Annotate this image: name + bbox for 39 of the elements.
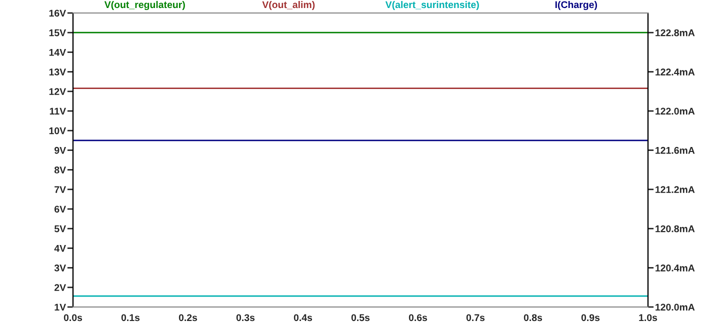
x-tick-label: 0.1s bbox=[121, 314, 140, 322]
x-tick-label: 0.0s bbox=[64, 314, 82, 322]
y-tick-label: 6V bbox=[54, 206, 66, 213]
x-tick-label: 0.7s bbox=[466, 314, 485, 322]
y-tick-label: 3V bbox=[54, 264, 66, 272]
y-tick-label: 5V bbox=[54, 225, 66, 232]
y2-tick-label: 120.8mA bbox=[656, 225, 695, 232]
y-tick-label: 10V bbox=[49, 127, 66, 134]
y-tick-label: 11V bbox=[50, 108, 66, 115]
text: V(out_alim) bbox=[262, 0, 315, 10]
x-tick-label: 0.9s bbox=[581, 314, 600, 322]
x-tick-label: 0.2s bbox=[178, 314, 198, 322]
y2-tick-label: 122.8mA bbox=[656, 29, 695, 36]
text: V(out_regulateur) bbox=[104, 0, 185, 10]
y-tick-label: 7V bbox=[54, 186, 66, 193]
y-tick-label: 16V bbox=[49, 10, 66, 17]
y-tick-label: 12V bbox=[49, 88, 66, 95]
y-tick-label: 2V bbox=[54, 284, 66, 291]
y-tick-label: 14V bbox=[49, 49, 66, 56]
x-tick-label: 0.6s bbox=[408, 314, 428, 322]
y-tick-label: 8V bbox=[54, 166, 66, 174]
y2-tick-label: 122.0mA bbox=[656, 108, 695, 115]
y-tick-label: 1V bbox=[54, 304, 66, 311]
x-tick-label: 0.3s bbox=[236, 314, 255, 322]
y2-tick-label: 122.4mA bbox=[656, 68, 695, 76]
text: V(alert_surintensite) bbox=[385, 0, 479, 10]
y2-tick-label: 120.4mA bbox=[656, 264, 695, 272]
y-tick-label: 13V bbox=[49, 68, 66, 76]
y-tick-label: 15V bbox=[49, 29, 66, 36]
y2-tick-label: 121.6mA bbox=[656, 146, 695, 154]
y2-tick-label: 121.2mA bbox=[656, 186, 695, 193]
x-tick-label: 1.0s bbox=[639, 314, 658, 322]
x-tick-label: 0.8s bbox=[524, 314, 542, 322]
y2-tick-label: 120.0mA bbox=[656, 304, 695, 311]
y-tick-label: 4V bbox=[54, 245, 66, 252]
x-tick-label: 0.5s bbox=[351, 314, 370, 322]
x-tick-label: 0.4s bbox=[294, 314, 312, 322]
y-tick-label: 9V bbox=[54, 146, 66, 154]
text: I(Charge) bbox=[555, 0, 597, 10]
